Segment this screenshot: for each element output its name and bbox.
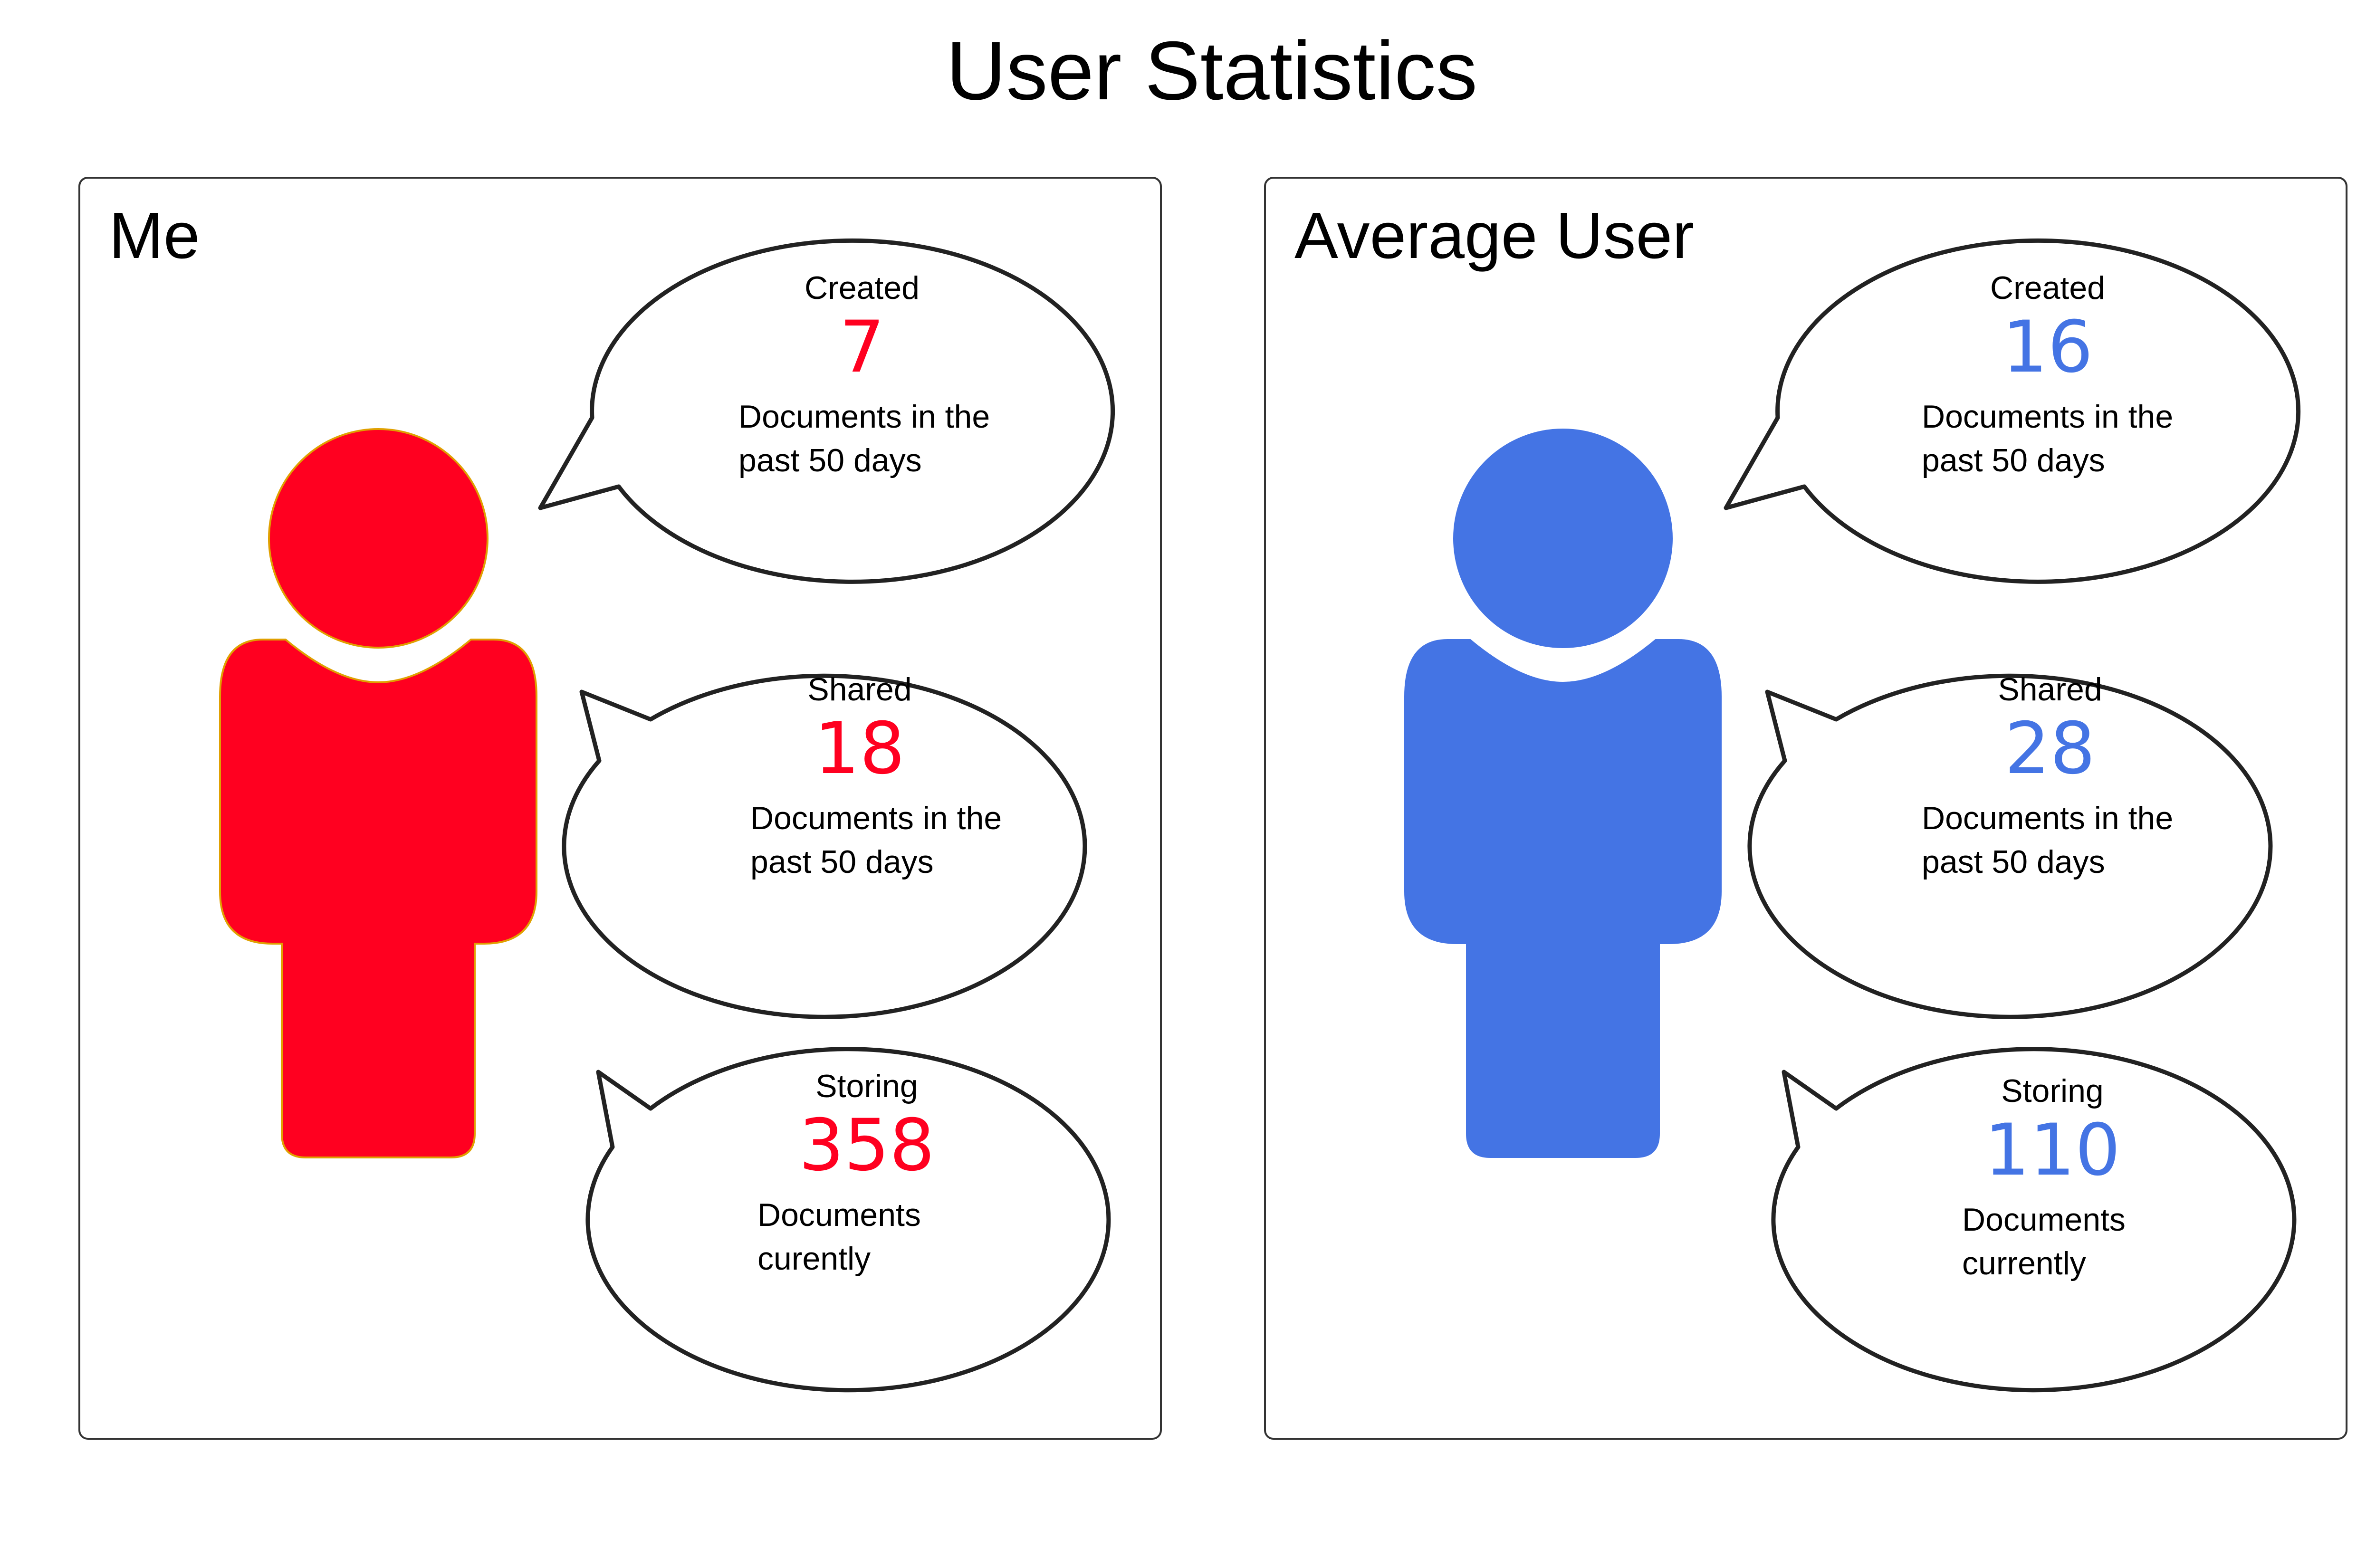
stat-label: Created <box>805 270 920 306</box>
panel-title-me: Me <box>109 199 200 272</box>
speech-bubble-shared <box>562 673 1087 1019</box>
stat-description: Documents in the past 50 days <box>1922 399 2174 478</box>
panel-average-user: Average User Created 16 Documents in the… <box>1264 177 2347 1440</box>
page-title: User Statistics <box>946 25 1478 117</box>
panel-me: Me Created 7 Documents in the past 50 da… <box>78 177 1162 1440</box>
person-icon <box>1404 429 1722 1158</box>
stat-description: Documents in the past 50 days <box>738 399 990 478</box>
person-icon <box>219 428 537 1158</box>
stat-description: Documents in the past 50 days <box>1922 800 2174 880</box>
speech-bubble-created <box>1724 238 2301 584</box>
stat-value: 18 <box>814 708 905 790</box>
stat-label: Created <box>1990 270 2105 306</box>
speech-bubble-storing <box>585 1047 1111 1393</box>
stat-value: 358 <box>798 1104 935 1187</box>
speech-bubble-shared <box>1747 673 2273 1019</box>
stat-label: Storing <box>815 1068 918 1104</box>
stat-value: 110 <box>1984 1109 2121 1192</box>
stat-label: Shared <box>1998 671 2102 708</box>
stat-label: Storing <box>2001 1073 2104 1109</box>
panel-me-art <box>219 238 1115 1393</box>
panel-average-user-art <box>1404 238 2301 1393</box>
stat-value: 28 <box>2004 708 2096 790</box>
stat-description: Documents curently <box>757 1197 921 1277</box>
speech-bubble-created <box>538 238 1115 584</box>
panel-title-average-user: Average User <box>1294 199 1695 272</box>
stat-value: 16 <box>2002 306 2093 389</box>
stat-description: Documents in the past 50 days <box>750 800 1002 880</box>
speech-bubble-storing <box>1771 1047 2297 1393</box>
stat-description: Documents currently <box>1962 1202 2126 1281</box>
stat-label: Shared <box>807 671 912 708</box>
stat-value: 7 <box>839 306 885 389</box>
